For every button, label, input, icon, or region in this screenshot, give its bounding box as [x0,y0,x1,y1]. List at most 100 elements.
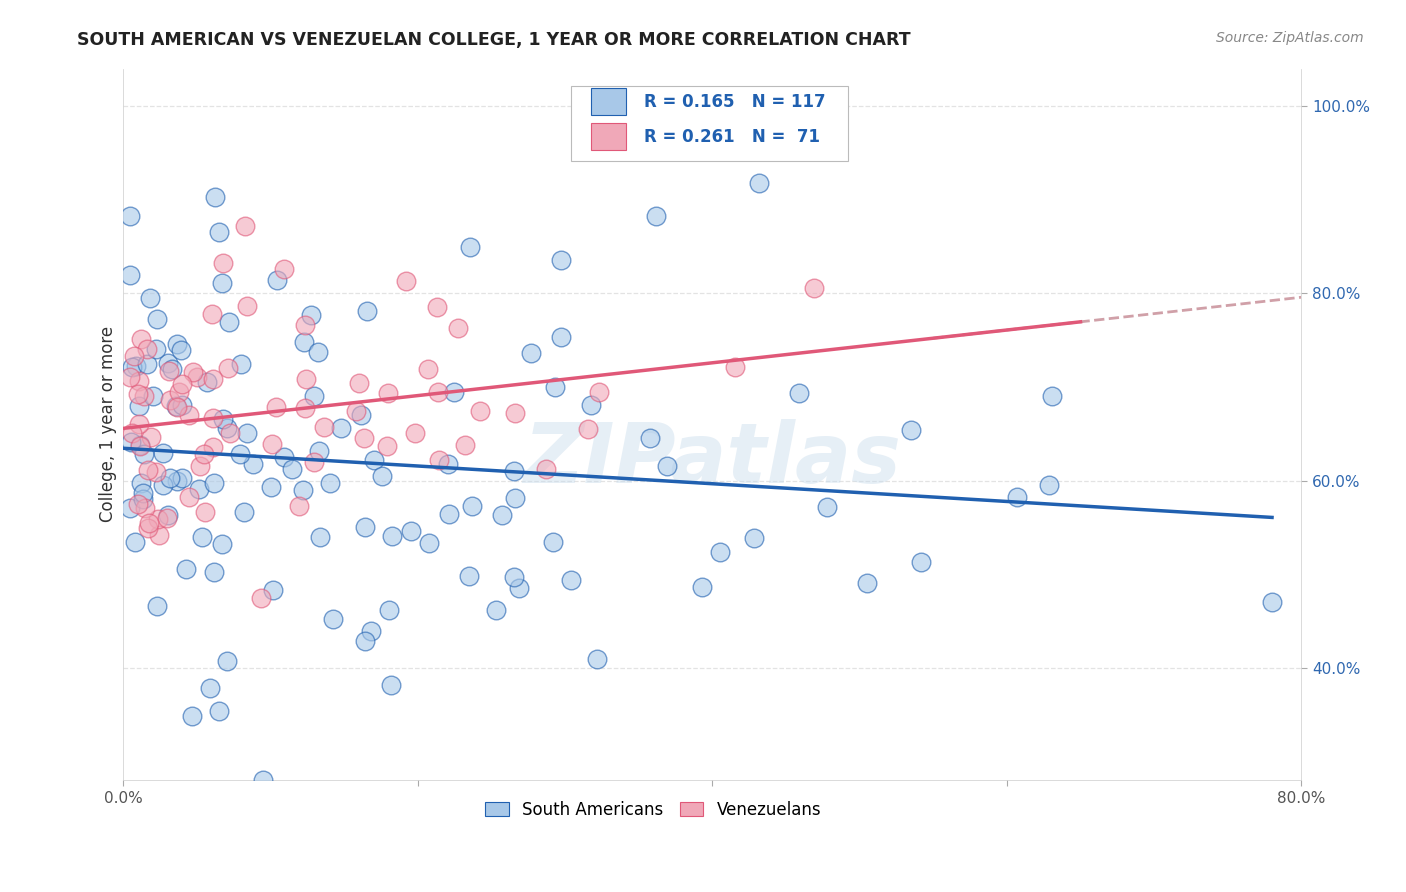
South Americans [356,303,378,318]
South Americans [744,532,766,546]
South Americans [191,530,214,544]
South Americans [152,478,174,492]
South Americans [579,398,602,412]
Venezuelans [128,374,150,388]
South Americans [560,574,582,588]
Venezuelans [129,332,152,346]
Venezuelans [217,361,239,376]
South Americans [218,315,240,329]
South Americans [330,421,353,435]
South Americans [217,421,239,435]
South Americans [129,475,152,490]
South Americans [399,524,422,539]
Text: R = 0.165   N = 117: R = 0.165 N = 117 [644,93,825,111]
Venezuelans [201,372,224,386]
Venezuelans [250,591,273,605]
South Americans [458,239,481,253]
South Americans [309,530,332,544]
Venezuelans [159,393,181,408]
South Americans [541,535,564,549]
South Americans [156,356,179,370]
South Americans [180,708,202,723]
South Americans [655,458,678,473]
South Americans [485,602,508,616]
South Americans [550,252,572,267]
Venezuelans [294,401,316,416]
South Americans [211,276,233,290]
Venezuelans [503,406,526,420]
South Americans [202,565,225,579]
Venezuelans [186,370,208,384]
Venezuelans [156,511,179,525]
South Americans [162,361,184,376]
Venezuelans [534,462,557,476]
South Americans [292,483,315,497]
South Americans [165,400,187,414]
Venezuelans [212,256,235,270]
South Americans [152,445,174,459]
Venezuelans [347,376,370,391]
South Americans [120,268,142,283]
Venezuelans [201,307,224,321]
South Americans [145,599,167,613]
South Americans [170,398,193,412]
Venezuelans [122,349,145,363]
Venezuelans [235,299,257,313]
Venezuelans [218,425,240,440]
Venezuelans [454,438,477,452]
Venezuelans [120,369,142,384]
Venezuelans [135,342,157,356]
South Americans [1038,478,1060,492]
Venezuelans [181,365,204,379]
South Americans [242,457,264,471]
South Americans [458,569,481,583]
South Americans [170,343,193,358]
South Americans [260,480,283,494]
Venezuelans [404,425,426,440]
Venezuelans [426,301,449,315]
South Americans [439,507,461,521]
Venezuelans [288,499,311,513]
South Americans [910,555,932,569]
South Americans [120,501,142,516]
South Americans [709,545,731,559]
South Americans [503,491,526,506]
Legend: South Americans, Venezuelans: South Americans, Venezuelans [478,794,828,825]
Venezuelans [172,377,194,392]
Venezuelans [166,400,188,414]
South Americans [585,651,607,665]
South Americans [292,334,315,349]
Venezuelans [148,512,170,526]
Venezuelans [273,262,295,277]
Venezuelans [295,372,318,386]
South Americans [503,464,526,478]
South Americans [281,462,304,476]
South Americans [208,226,231,240]
South Americans [273,450,295,465]
South Americans [855,576,877,591]
Venezuelans [127,387,149,401]
Venezuelans [127,497,149,511]
Venezuelans [724,359,747,374]
South Americans [229,358,252,372]
South Americans [380,678,402,692]
South Americans [350,408,373,422]
South Americans [353,633,375,648]
South Americans [1261,595,1284,609]
South Americans [195,375,218,389]
South Americans [322,612,344,626]
Venezuelans [468,403,491,417]
South Americans [136,357,159,371]
South Americans [543,380,565,394]
South Americans [202,475,225,490]
Venezuelans [294,318,316,333]
Venezuelans [233,219,256,233]
South Americans [212,412,235,426]
South Americans [132,486,155,500]
Venezuelans [139,430,162,444]
South Americans [437,457,460,471]
Venezuelans [264,400,287,414]
South Americans [1040,389,1063,403]
South Americans [124,359,146,373]
South Americans [378,603,401,617]
